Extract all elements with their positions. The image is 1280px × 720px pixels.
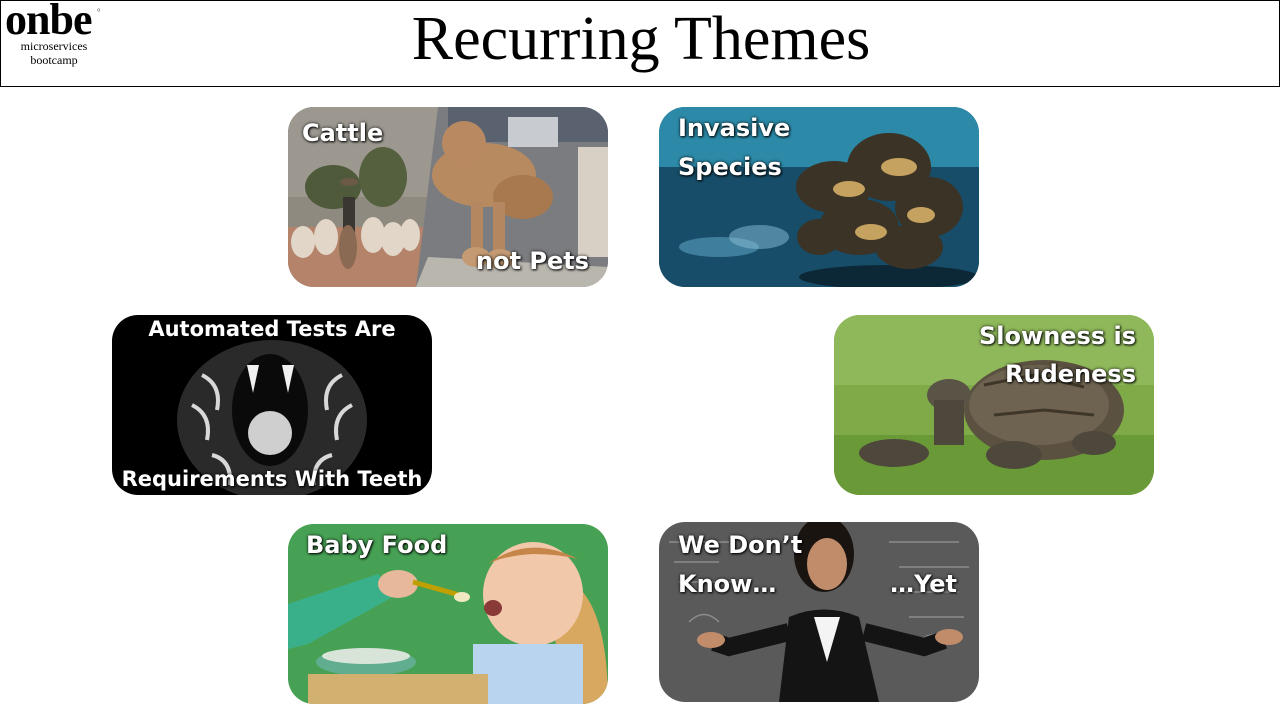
tile-slowness-line2: Rudeness xyxy=(1005,360,1136,388)
slide-header: onbe ° microservices bootcamp Recurring … xyxy=(0,0,1280,87)
tile-unknown-line2: Know… xyxy=(678,570,777,598)
logo-trademark: ° xyxy=(97,7,101,17)
slide-title: Recurring Themes xyxy=(411,5,871,73)
tile-tests-top: Automated Tests Are xyxy=(148,317,396,341)
tile-cattle-label: Cattle xyxy=(302,119,384,147)
cattle-and-poodle-image xyxy=(288,107,608,287)
tile-baby-food: Baby Food xyxy=(288,524,608,704)
logo-sub-line1: microservices xyxy=(20,39,88,53)
tile-invasive-species: Invasive Species xyxy=(659,107,979,287)
tiger-roar-image xyxy=(112,315,432,495)
tile-pets-label: not Pets xyxy=(476,247,590,275)
logo-wordmark: onbe xyxy=(5,0,92,44)
tile-tests-bottom: Requirements With Teeth xyxy=(121,467,423,491)
logo-sub-line2: bootcamp xyxy=(30,53,78,67)
tile-invasive-line1: Invasive xyxy=(678,114,791,142)
mussels-image xyxy=(659,107,979,287)
tile-unknown-line3: …Yet xyxy=(890,570,957,598)
tile-slowness: Slowness is Rudeness xyxy=(834,315,1154,495)
shrugging-woman-image xyxy=(659,522,979,702)
onbe-logo: onbe ° microservices bootcamp xyxy=(5,0,115,85)
baby-feeding-image xyxy=(288,524,608,704)
tile-cattle-not-pets: Cattle not Pets xyxy=(288,107,608,287)
tile-invasive-line2: Species xyxy=(678,153,782,181)
tortoise-image xyxy=(834,315,1154,495)
tile-we-dont-know: We Don’t Know… …Yet xyxy=(659,522,979,702)
tile-baby-food-label: Baby Food xyxy=(306,531,448,559)
tile-automated-tests: Automated Tests Are Requirements With Te… xyxy=(112,315,432,495)
tile-unknown-line1: We Don’t xyxy=(678,531,803,559)
tile-slowness-line1: Slowness is xyxy=(979,322,1136,350)
logo-subtitle: microservices bootcamp xyxy=(5,39,103,67)
